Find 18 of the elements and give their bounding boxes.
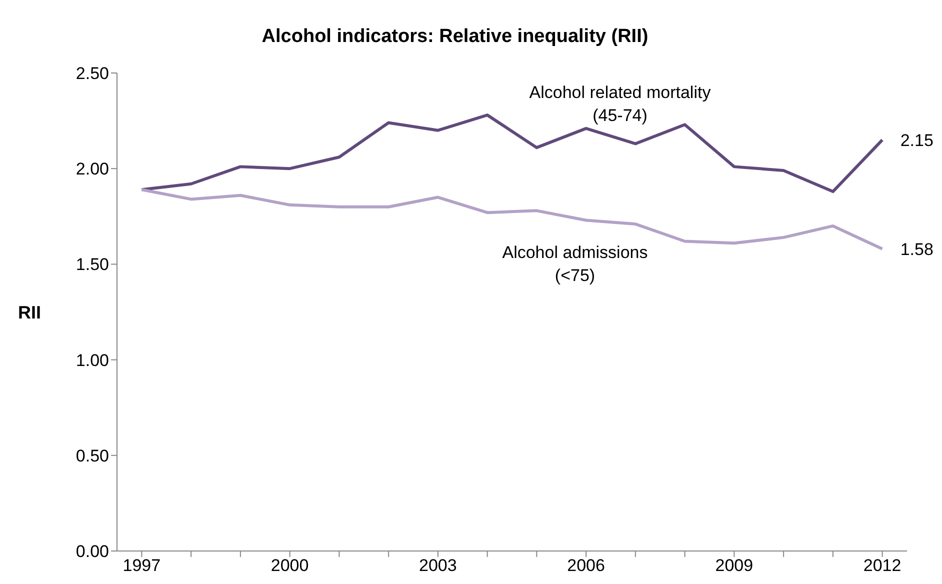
x-tick-label: 1997 [122, 556, 161, 576]
data-label: 1.58 [900, 240, 934, 259]
x-tick-label: 2012 [863, 556, 902, 576]
y-tick-label: 2.50 [76, 64, 109, 84]
chart-title: Alcohol indicators: Relative inequality (RII) [262, 26, 648, 47]
y-tick-label: 0.50 [76, 446, 109, 466]
x-tick-label: 2006 [567, 556, 605, 576]
y-tick-label: 1.50 [76, 255, 109, 274]
y-tick-label: 2.00 [76, 160, 109, 179]
x-tick-label: 2000 [270, 556, 309, 576]
x-tick-label: 2003 [419, 556, 457, 576]
series-label: Alcohol admissions (<75) [502, 243, 648, 286]
data-label: 2.15 [900, 130, 934, 150]
x-tick-label: 2009 [715, 556, 754, 576]
y-axis-title: RII [18, 302, 42, 322]
y-tick-label: 1.00 [76, 350, 109, 370]
series-label: Alcohol related mortality (45-74) [529, 83, 712, 126]
y-tick-label: 0.00 [76, 542, 109, 562]
